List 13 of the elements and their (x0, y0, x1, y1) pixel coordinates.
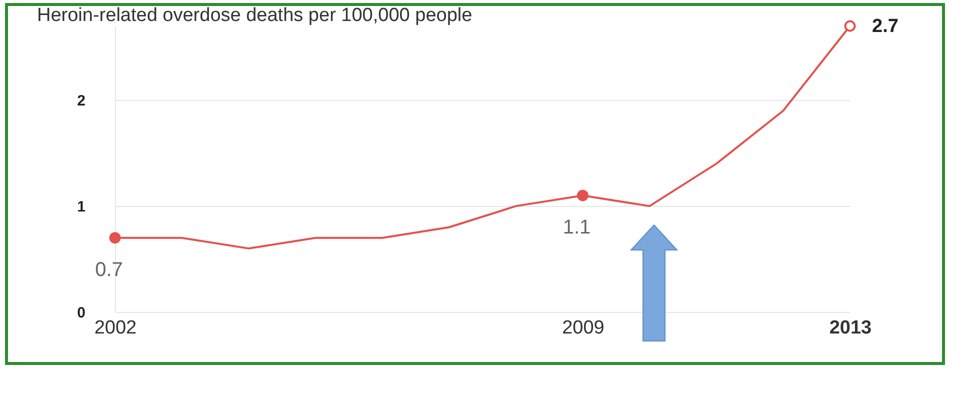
y-tick-label: 1 (77, 198, 86, 216)
x-tick-label: 2013 (829, 318, 872, 338)
y-tick-label: 0 (77, 304, 86, 322)
data-label: 0.7 (95, 258, 123, 281)
point (109, 232, 121, 244)
data-label: 2.7 (872, 16, 898, 37)
point (844, 20, 856, 32)
point (576, 190, 588, 202)
x-tick-label: 2009 (562, 318, 604, 338)
x-tick-label: 2002 (94, 318, 137, 338)
y-tick-label: 2 (77, 92, 86, 110)
chart-title: Heroin-related overdose deaths per 100,000 people (37, 5, 472, 26)
data-label: 1.1 (562, 216, 591, 238)
